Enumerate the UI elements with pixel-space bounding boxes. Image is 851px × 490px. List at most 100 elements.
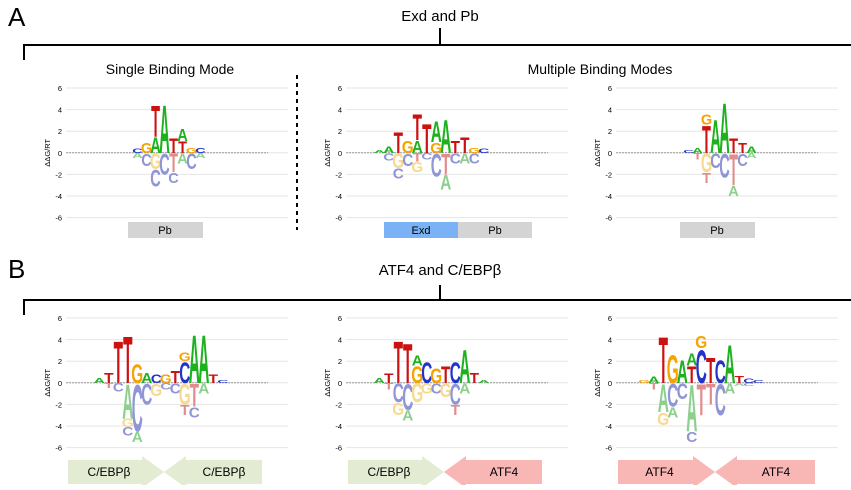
logo-letter: T	[384, 372, 394, 387]
logo-letter: T	[470, 370, 480, 387]
logo-letter: C	[402, 150, 413, 170]
logo-letter: T	[451, 402, 461, 419]
logo-letter: T	[697, 376, 707, 425]
logo-letter: T	[738, 141, 747, 157]
logo-letter: T	[693, 151, 703, 161]
subtitle-single-binding-mode: Single Binding Mode	[105, 61, 235, 77]
logo-letter: A	[459, 381, 470, 398]
y-tick-label: -6	[55, 214, 62, 223]
logo-letter: A	[122, 374, 133, 429]
logo-letter: T	[706, 350, 715, 390]
y-tick-label: -4	[335, 422, 342, 431]
logo-letter: C	[753, 379, 764, 384]
panel-b-title: ATF4 and C/EBPβ	[378, 262, 502, 279]
logo-letter: G	[411, 159, 423, 176]
logo-letter: A	[677, 355, 688, 391]
logo-letter: A	[177, 151, 188, 167]
logo-letter: C	[186, 149, 197, 174]
logo-letter: G	[421, 381, 433, 398]
logo-a3: 6 4 2 0 -2 -4 -6 ΔΔG/RT C A T G A A T T A T G T C C T A C A Pb	[580, 80, 850, 240]
binding-site-label: C/EBPβ	[88, 465, 131, 479]
logo-letter: T	[706, 379, 716, 412]
logo-letter: A	[686, 372, 697, 446]
logo-letter: A	[459, 340, 470, 394]
y-tick-label: 0	[338, 149, 342, 158]
logo-b2: 6 4 2 0 -2 -4 -6 ΔΔG/RT A T T T G A C G T C A T A T C G C A G G C G C T…	[310, 310, 580, 488]
logo-letter: A	[383, 145, 394, 155]
logo-letter: C	[132, 372, 143, 446]
logo-letter: G	[179, 351, 191, 364]
logo-letter: A	[150, 133, 161, 158]
logo-letter: A	[648, 375, 659, 385]
logo-letter: G	[141, 141, 152, 157]
logo-letter: G	[392, 399, 404, 419]
logo-letter: C	[393, 166, 404, 183]
logo-letter: G	[657, 409, 669, 429]
y-tick-label: 2	[58, 357, 62, 366]
binding-site-arrow	[715, 456, 815, 488]
logo-letter: C	[450, 379, 461, 412]
logo-letter: G	[468, 146, 480, 155]
logo-letter: C	[189, 405, 200, 422]
logo-letter: C	[170, 381, 181, 398]
logo-letter: A	[728, 184, 739, 200]
logo-letter: T	[413, 107, 423, 149]
y-tick-label: 4	[58, 336, 62, 345]
y-axis-label: ΔΔG/RT	[593, 138, 602, 166]
y-tick-label: -2	[605, 400, 612, 409]
y-tick-label: -6	[335, 444, 342, 453]
logo-letter: T	[171, 367, 180, 387]
logo-letter: A	[132, 429, 143, 446]
logo-letter: T	[104, 381, 114, 390]
logo-letter: A	[692, 147, 703, 155]
binding-site-arrow	[164, 456, 262, 488]
logo-letter: C	[217, 379, 228, 384]
logo-letter: A	[440, 170, 451, 194]
y-tick-label: 4	[338, 336, 342, 345]
logo-letter: G	[430, 140, 442, 157]
y-axis-label: ΔΔG/RT	[323, 368, 332, 396]
logo-letter: C	[393, 378, 404, 409]
binding-site-arrow	[444, 456, 542, 488]
y-tick-label: -2	[55, 170, 62, 179]
logo-letter: T	[441, 149, 451, 182]
logo-letter: C	[696, 340, 707, 394]
logo-letter: T	[169, 134, 178, 157]
logo-b1: 6 4 2 0 -2 -4 -6 ΔΔG/RT A T T T G A C G T C G A A T C T C A G C C A C G…	[30, 310, 300, 488]
binding-site-label: Pb	[488, 225, 501, 237]
logo-letter: G	[430, 363, 442, 387]
logo-letter: T	[729, 146, 738, 196]
y-axis-label: ΔΔG/RT	[593, 368, 602, 396]
logo-letter: C	[402, 377, 413, 419]
logo-letter: C	[141, 150, 152, 170]
logo-letter: A	[374, 149, 385, 154]
y-tick-label: 0	[608, 379, 612, 388]
y-tick-label: 6	[338, 314, 342, 323]
y-tick-label: -2	[335, 400, 342, 409]
logo-letter: T	[209, 372, 219, 385]
y-tick-label: -6	[55, 444, 62, 453]
y-tick-label: -6	[605, 214, 612, 223]
logo-letter: A	[658, 376, 669, 421]
y-tick-label: -4	[55, 192, 62, 201]
logo-letter: C	[160, 381, 171, 391]
logo-letter: C	[743, 378, 755, 385]
logo-letter: C	[383, 151, 395, 163]
logo-letter: G	[638, 379, 650, 384]
logo-letter: A	[431, 117, 442, 150]
logo-letter: G	[392, 149, 404, 173]
logo-letter: G	[131, 358, 143, 389]
binding-site-box	[128, 222, 203, 238]
y-tick-label: -6	[335, 214, 342, 223]
logo-letter: G	[411, 378, 423, 409]
y-tick-label: 4	[338, 106, 342, 115]
binding-site-label: ATF4	[490, 465, 519, 479]
y-tick-label: 2	[58, 127, 62, 136]
y-tick-label: 2	[608, 127, 612, 136]
binding-site-box	[680, 222, 755, 238]
logo-letter: C	[141, 379, 152, 412]
logo-letter: A	[746, 152, 757, 160]
logo-a2: 6 4 2 0 -2 -4 -6 ΔΔG/RT A A T G A T T G A A T T G C C G C C T G C C T A…	[310, 80, 580, 240]
